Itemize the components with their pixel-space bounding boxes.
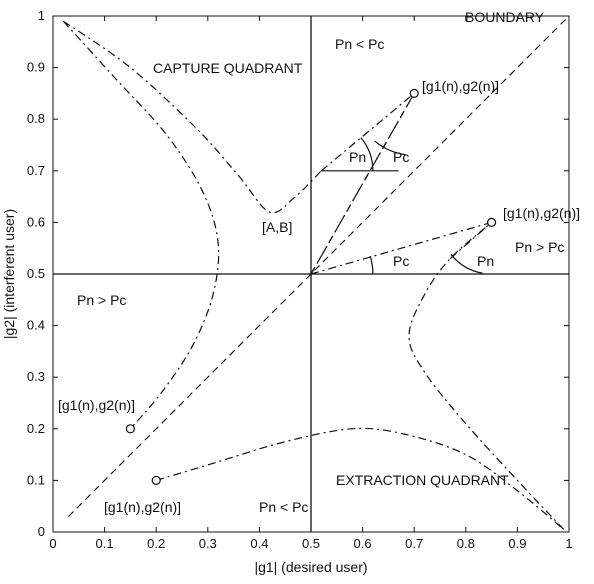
construction-lines [310, 92, 492, 275]
sample-point-marker [409, 88, 419, 99]
sample-point-marker [151, 475, 161, 485]
x-tick-label: 0.6 [354, 536, 372, 551]
construction-line-dashdot [310, 221, 492, 275]
x-tick-label: 0.5 [302, 536, 320, 551]
region-label-right: Pn > Pc [515, 239, 564, 255]
y-tick-label: 0.2 [27, 421, 45, 436]
center-point-label: [A,B] [262, 219, 292, 235]
region-label-top: Pn < Pc [335, 36, 384, 52]
y-tick-label: 0.5 [27, 266, 45, 281]
y-tick-label: 0.9 [27, 60, 45, 75]
x-axis-ticks: 0 0.1 0.2 0.3 0.4 0.5 0.6 0.7 0.8 0.9 1 [49, 16, 573, 551]
boundary-line-group [68, 15, 570, 517]
x-tick-label: 0.2 [147, 536, 165, 551]
x-axis-title: |g1| (desired user) [254, 559, 367, 575]
angle-arcs [360, 137, 483, 275]
boundary-label: BOUNDARY [465, 9, 545, 25]
x-tick-label: 0.1 [96, 536, 114, 551]
x-tick-label: 0 [49, 536, 56, 551]
curve-capture-left [62, 20, 220, 430]
point-label-1: [g1(n),g2(n)] [422, 78, 499, 94]
x-tick-label: 0.3 [199, 536, 217, 551]
y-tick-label: 0.8 [27, 111, 45, 126]
x-tick-label: 1 [565, 536, 572, 551]
y-tick-label: 0.4 [27, 318, 45, 333]
construction-line-dashdot [320, 92, 415, 172]
construction-line-dashdot [310, 93, 415, 275]
angle-label-pc-right: Pc [393, 253, 409, 269]
boundary-line [68, 15, 570, 517]
y-tick-label: 0.1 [27, 472, 45, 487]
y-tick-label: 1 [38, 8, 45, 23]
extraction-quadrant-label: EXTRACTION QUADRANT [336, 472, 509, 488]
x-tick-label: 0.8 [457, 536, 475, 551]
region-label-bottom: Pn < Pc [259, 499, 308, 515]
region-label-left: Pn > Pc [77, 292, 126, 308]
y-axis-ticks: 0 0.1 0.2 0.3 0.4 0.5 0.6 0.7 0.8 0.9 1 [27, 8, 569, 539]
y-tick-label: 0.6 [27, 214, 45, 229]
x-tick-label: 0.7 [405, 536, 423, 551]
sample-point-marker [487, 217, 497, 227]
point-label-4: [g1(n),g2(n)] [104, 499, 181, 515]
angle-arc [450, 253, 483, 274]
sample-point-marker [125, 424, 135, 434]
y-tick-label: 0.3 [27, 369, 45, 384]
angle-arc [369, 255, 374, 275]
angle-arc [360, 137, 374, 171]
x-tick-label: 0.9 [508, 536, 526, 551]
y-tick-label: 0.7 [27, 163, 45, 178]
curve-capture-upper [62, 20, 322, 214]
angle-label-pc-top: Pc [393, 149, 409, 165]
construction-line-dashed [310, 93, 415, 275]
y-axis-title: |g2| (interferent user) [1, 209, 17, 339]
angle-arc [374, 140, 406, 156]
angle-label-pn-top: Pn [349, 149, 366, 165]
angle-label-pn-right: Pn [477, 253, 494, 269]
x-tick-label: 0.4 [250, 536, 268, 551]
point-label-3: [g1(n),g2(n)] [58, 397, 135, 413]
point-label-2: [g1(n),g2(n)] [503, 205, 580, 221]
y-tick-label: 0 [38, 524, 45, 539]
decision-curves [62, 20, 565, 530]
sample-points [125, 88, 497, 485]
capture-quadrant-label: CAPTURE QUADRANT [153, 60, 303, 76]
